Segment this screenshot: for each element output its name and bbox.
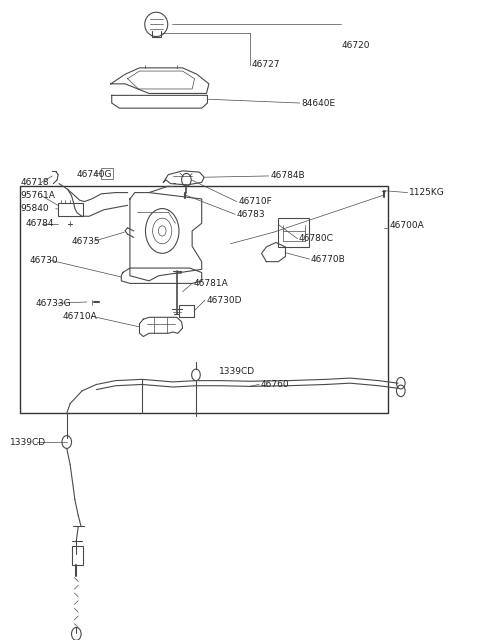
Text: 46700A: 46700A (390, 221, 424, 230)
Bar (58, 203, 83, 215)
Text: 46784: 46784 (25, 219, 54, 228)
Text: 46720: 46720 (342, 41, 371, 50)
Text: 46783: 46783 (236, 210, 265, 219)
Bar (20, 186, 388, 413)
Text: 46760: 46760 (261, 380, 289, 389)
Text: 46718: 46718 (21, 178, 49, 187)
Text: 46770B: 46770B (311, 254, 346, 263)
Text: 46740G: 46740G (76, 170, 112, 179)
Text: 46710F: 46710F (238, 197, 272, 206)
Bar (278, 218, 310, 247)
Text: 46727: 46727 (252, 60, 280, 69)
Text: 46784B: 46784B (270, 171, 305, 181)
Text: 46730D: 46730D (206, 296, 242, 304)
Bar (72, 545, 84, 565)
Bar (179, 304, 194, 317)
Text: 46735: 46735 (72, 237, 100, 246)
Text: 46781A: 46781A (193, 279, 228, 288)
Text: 46733G: 46733G (35, 299, 71, 308)
Text: 46730: 46730 (29, 256, 58, 265)
Text: 1339CD: 1339CD (10, 438, 47, 447)
Text: 95840: 95840 (21, 204, 49, 213)
Text: 95761A: 95761A (21, 191, 56, 200)
Bar (101, 168, 113, 179)
Text: 84640E: 84640E (301, 99, 336, 108)
Text: 46780C: 46780C (299, 234, 333, 243)
Text: 46710A: 46710A (63, 312, 97, 320)
Text: 1125KG: 1125KG (409, 188, 444, 197)
Text: 1339CD: 1339CD (218, 367, 254, 376)
